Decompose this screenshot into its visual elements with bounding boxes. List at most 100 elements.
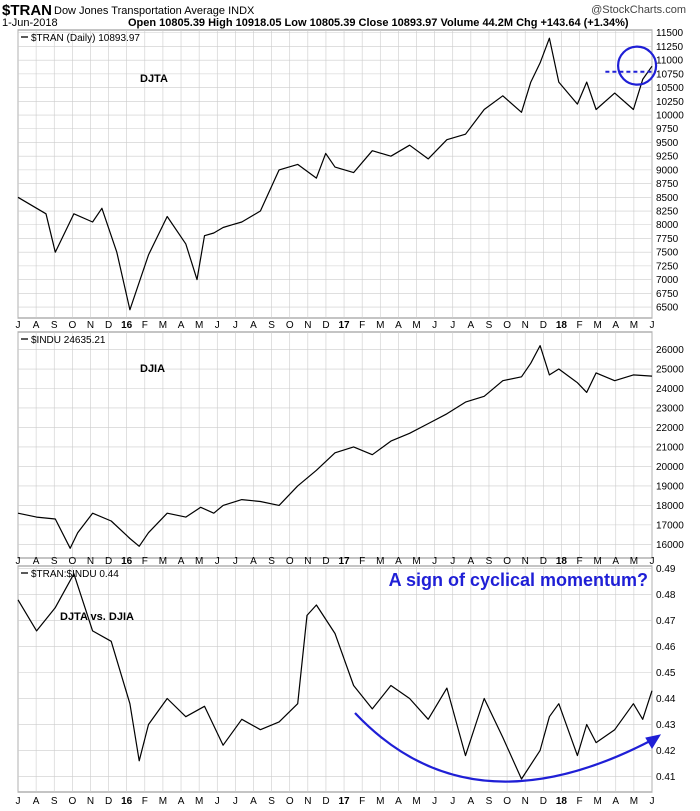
top-month-label: J [233,320,238,331]
bottom-month-label: F [142,796,148,807]
y-tick-label: 7750 [656,234,679,245]
top-month-label: J [16,320,21,331]
bottom-month-label: A [178,796,185,807]
top-month-label: N [87,320,94,331]
y-tick-label: 7500 [656,248,679,259]
top-month-label: S [268,320,275,331]
top-month-label: 16 [121,320,133,331]
y-tick-label: 0.45 [656,668,676,679]
bottom-month-label: 18 [556,796,568,807]
bottom-month-label: N [304,796,311,807]
panel-annotation: DJTA vs. DJIA [60,611,134,623]
middle-month-label: M [630,556,638,567]
top-month-label: J [215,320,220,331]
y-tick-label: 7250 [656,261,679,272]
y-tick-label: 10500 [656,83,684,94]
top-month-label: O [286,320,294,331]
middle-month-label: 16 [121,556,133,567]
bottom-month-label: A [612,796,619,807]
middle-month-label: D [105,556,112,567]
y-tick-label: 10250 [656,97,684,108]
middle-month-label: S [51,556,58,567]
bottom-month-label: J [650,796,655,807]
middle-month-label: M [412,556,420,567]
middle-month-label: S [268,556,275,567]
middle-month-label: N [87,556,94,567]
bottom-month-label: A [250,796,257,807]
y-tick-label: 9750 [656,124,679,135]
bottom-month-label: D [540,796,547,807]
top-month-label: S [51,320,58,331]
y-tick-label: 0.43 [656,720,676,731]
bottom-month-label: A [395,796,402,807]
top-month-label: F [142,320,148,331]
legend-label: $TRAN:$INDU 0.44 [31,569,119,580]
series-line [17,345,653,549]
y-tick-label: 17000 [656,520,684,531]
middle-month-label: S [486,556,493,567]
y-tick-label: 9000 [656,165,679,176]
middle-month-label: J [233,556,238,567]
middle-month-label: D [540,556,547,567]
callout-text: A sign of cyclical momentum? [389,570,648,590]
panel-frame [17,29,653,319]
middle-month-label: M [593,556,601,567]
y-tick-label: 22000 [656,423,684,434]
panel-3 [17,565,662,793]
top-month-label: S [486,320,493,331]
top-month-label: M [159,320,167,331]
middle-month-label: O [68,556,76,567]
top-month-label: N [522,320,529,331]
top-month-label: M [593,320,601,331]
bottom-month-label: M [159,796,167,807]
middle-month-label: J [16,556,21,567]
top-month-label: M [412,320,420,331]
bottom-month-label: J [233,796,238,807]
middle-month-label: 18 [556,556,568,567]
panel-frame [17,331,653,559]
y-tick-label: 8000 [656,220,679,231]
bottom-month-label: J [432,796,437,807]
top-month-label: F [359,320,365,331]
y-tick-label: 9250 [656,152,679,163]
middle-month-label: M [159,556,167,567]
middle-month-label: M [195,556,203,567]
top-month-label: J [432,320,437,331]
middle-month-label: O [286,556,294,567]
y-tick-label: 8250 [656,207,679,218]
y-tick-label: 11000 [656,56,684,67]
y-tick-label: 21000 [656,442,684,453]
trend-arc [354,712,653,783]
middle-month-label: J [650,556,655,567]
y-tick-label: 10000 [656,111,684,122]
middle-month-label: D [322,556,329,567]
bottom-month-label: M [412,796,420,807]
top-month-label: O [68,320,76,331]
stockcharts-logo: @StockCharts.com [591,4,686,16]
top-month-label: J [450,320,455,331]
bottom-month-label: N [522,796,529,807]
y-tick-label: 6750 [656,289,679,300]
top-month-label: O [503,320,511,331]
legend-label: $TRAN (Daily) 10893.97 [31,33,140,44]
bottom-month-label: A [468,796,475,807]
middle-month-label: N [522,556,529,567]
y-tick-label: 16000 [656,540,684,551]
middle-month-label: A [395,556,402,567]
top-month-label: A [395,320,402,331]
y-tick-label: 0.47 [656,616,676,627]
middle-month-label: J [432,556,437,567]
ticker-symbol: $TRAN [2,2,53,19]
middle-month-label: A [33,556,40,567]
bottom-month-label: S [268,796,275,807]
bottom-month-label: M [376,796,384,807]
middle-month-label: F [142,556,148,567]
bottom-month-label: S [486,796,493,807]
middle-month-label: A [612,556,619,567]
middle-month-label: M [376,556,384,567]
y-tick-label: 0.42 [656,746,676,757]
top-month-label: A [250,320,257,331]
series-line [17,37,653,311]
